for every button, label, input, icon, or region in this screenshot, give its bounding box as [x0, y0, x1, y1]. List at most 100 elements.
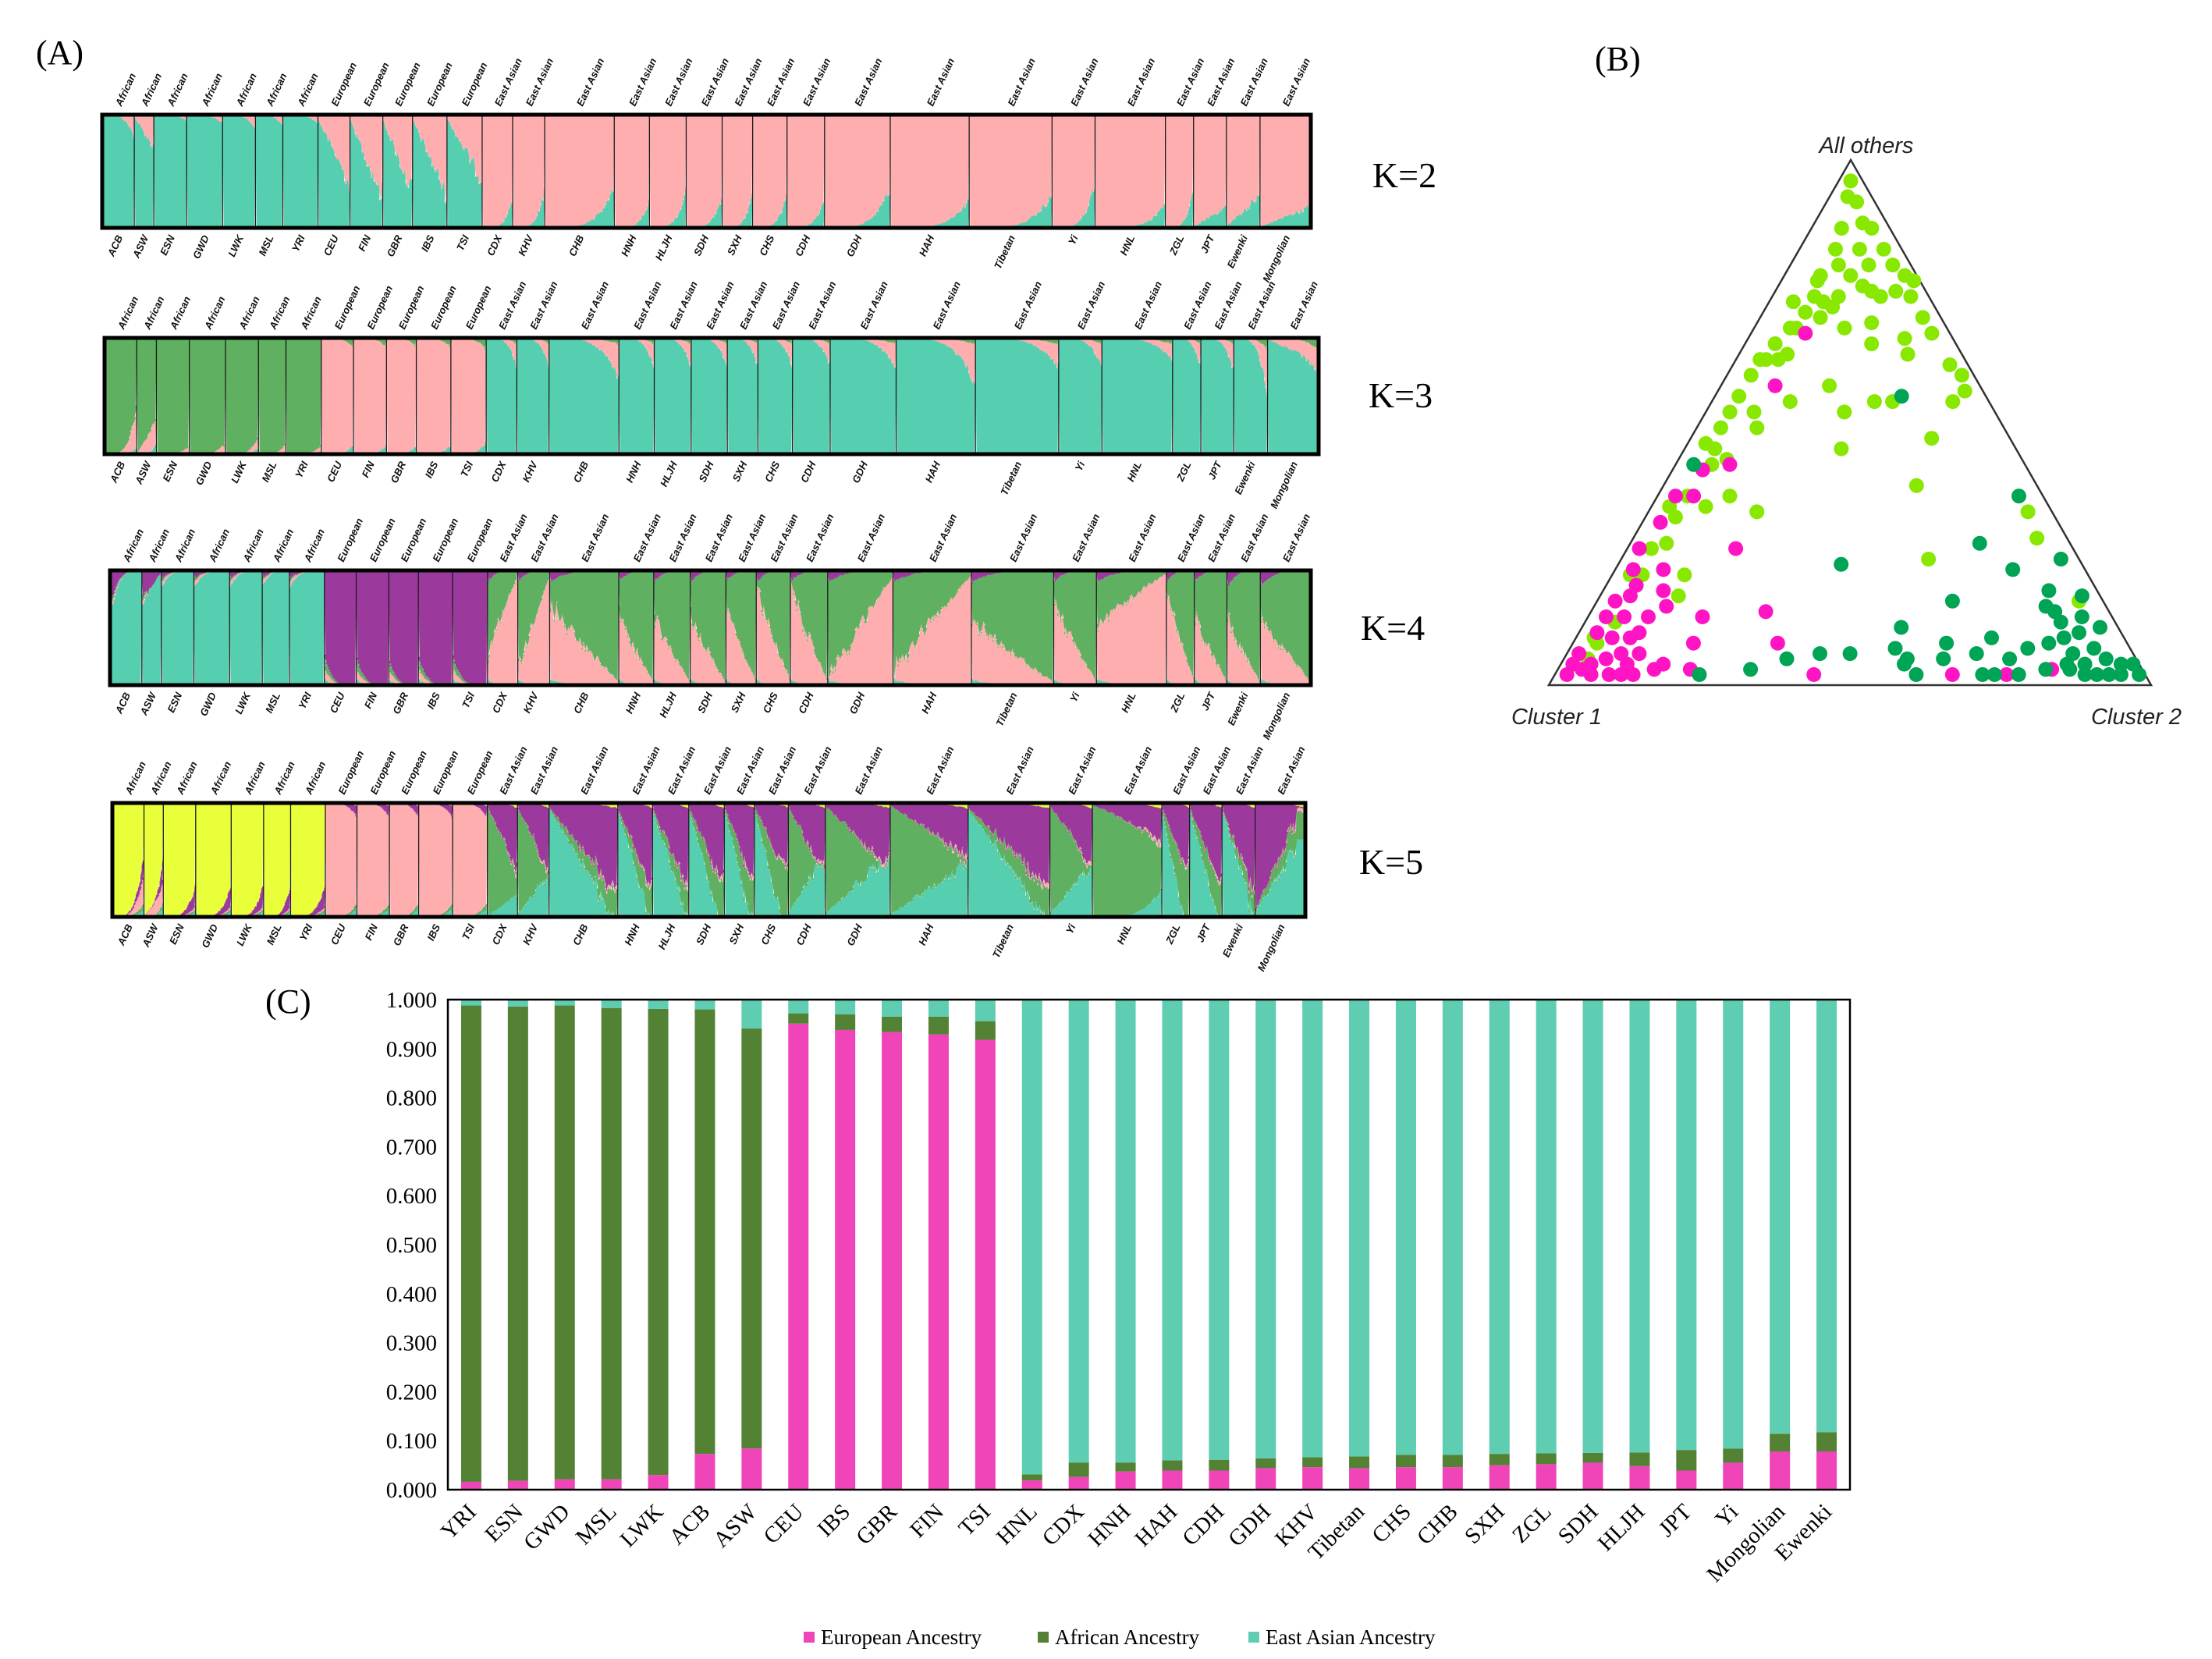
super-population-label: African	[112, 71, 138, 108]
cluster-2-membership	[1095, 114, 1166, 229]
cluster-1-membership	[289, 570, 325, 686]
bar-CEU	[788, 1000, 809, 1490]
ternary-point	[2047, 604, 2063, 620]
population-label: IBS	[424, 922, 442, 943]
population-label: GWD	[199, 922, 220, 950]
ternary-point	[1957, 383, 1972, 399]
ternary-point	[1828, 241, 1843, 257]
ternary-point	[1686, 456, 1702, 472]
bar-Ewenki	[1816, 1000, 1837, 1490]
x-tick-label: Yi	[1710, 1499, 1743, 1532]
ternary-triangle	[1546, 158, 2153, 687]
x-tick-label: YRI	[436, 1499, 481, 1544]
cluster-3-membership	[286, 337, 322, 455]
ternary-point	[1894, 389, 1909, 404]
cluster-2-membership	[1259, 114, 1312, 227]
ternary-point	[1843, 268, 1859, 283]
bar-Yi	[1723, 1000, 1744, 1490]
ternary-point	[1619, 656, 1635, 672]
ternary-point	[1852, 241, 1867, 257]
bar-segment-european-ancestry	[1115, 1471, 1136, 1490]
super-population-label: African	[115, 294, 140, 332]
bar-segment-east-asian-ancestry	[1723, 1000, 1744, 1449]
population-block-SDH	[686, 114, 723, 229]
ternary-point	[1866, 394, 1882, 410]
bar-segment-african-ancestry	[507, 1006, 528, 1481]
population-block-GDH	[825, 802, 891, 918]
ternary-point	[1945, 394, 1961, 410]
population-label: MSL	[263, 691, 282, 715]
population-block-Yi	[1049, 802, 1093, 918]
population-block-JPT	[1193, 114, 1227, 229]
y-tick-label: 0.000	[386, 1478, 437, 1503]
population-label: YRI	[297, 922, 315, 943]
ternary-point	[1599, 609, 1614, 624]
bar-SXH	[1489, 1000, 1510, 1490]
cluster-1-membership	[222, 114, 256, 229]
bar-segment-european-ancestry	[1489, 1465, 1510, 1490]
bar-GWD	[554, 1000, 575, 1490]
legend-item: European Ancestry	[804, 1625, 982, 1649]
bar-segment-european-ancestry	[1068, 1476, 1089, 1490]
population-label: HNH	[619, 233, 639, 258]
super-population-label: East Asian	[631, 279, 664, 331]
population-label: CHS	[761, 691, 780, 716]
super-population-label: European	[399, 749, 429, 797]
ternary-point	[1834, 441, 1849, 456]
ternary-point	[1731, 389, 1747, 404]
bar-segment-east-asian-ancestry	[1349, 1000, 1370, 1457]
population-label: GDH	[844, 233, 865, 258]
super-population-label: East Asian	[736, 512, 769, 563]
super-population-label: African	[202, 294, 228, 332]
population-block-ZGL	[1172, 337, 1202, 455]
ternary-point	[2056, 630, 2072, 645]
ternary-point	[1722, 404, 1738, 420]
ternary-point	[1667, 510, 1683, 525]
bar-segment-african-ancestry	[1582, 1452, 1603, 1463]
ternary-point	[2041, 635, 2057, 651]
ternary-plot: All others Cluster 1 Cluster 2	[1511, 133, 2182, 730]
population-block-JPT	[1194, 570, 1227, 686]
x-tick-label: JPT	[1654, 1499, 1697, 1542]
population-block-YRI	[282, 114, 318, 229]
ternary-point	[1692, 667, 1707, 682]
super-population-label: East Asian	[1280, 56, 1313, 108]
ternary-group-3	[1686, 389, 2147, 682]
population-block-MSL	[258, 337, 286, 455]
bar-segment-east-asian-ancestry	[1068, 1000, 1089, 1463]
y-tick-label: 0.500	[386, 1233, 437, 1258]
super-population-label: East Asian	[492, 56, 525, 108]
population-block-GDH	[827, 570, 893, 686]
population-block-ACB	[112, 802, 145, 918]
ternary-point	[1707, 441, 1723, 456]
ternary-point	[2101, 667, 2117, 682]
population-label: SDH	[695, 690, 715, 715]
vertex-label-left: Cluster 1	[1511, 705, 1602, 730]
population-label: IBS	[423, 460, 441, 480]
bar-segment-african-ancestry	[648, 1008, 669, 1476]
bar-segment-african-ancestry	[1021, 1474, 1042, 1481]
super-population-label: African	[141, 294, 167, 332]
ternary-point	[1873, 289, 1888, 304]
ternary-point	[2098, 651, 2114, 666]
bar-segment-african-ancestry	[1770, 1433, 1791, 1452]
structure-plot-frame	[108, 568, 1313, 687]
ternary-point	[1855, 215, 1870, 231]
super-population-label: East Asian	[666, 512, 699, 563]
bar-segment-african-ancestry	[788, 1013, 809, 1024]
population-label: ESN	[158, 233, 177, 257]
population-label: HAH	[916, 922, 936, 947]
bar-segment-east-asian-ancestry	[1770, 1000, 1791, 1434]
super-population-label: East Asian	[853, 744, 886, 796]
population-block-LWK	[231, 802, 265, 918]
population-label: Tibetan	[990, 922, 1016, 960]
population-block-JPT	[1189, 802, 1223, 918]
super-population-label: East Asian	[1238, 512, 1271, 563]
super-population-label: European	[428, 284, 459, 332]
bar-segment-european-ancestry	[741, 1448, 762, 1490]
x-tick-label: GDH	[1223, 1499, 1276, 1551]
population-block-ZGL	[1165, 114, 1195, 229]
ternary-point	[1625, 562, 1641, 577]
population-block-TSI	[452, 802, 488, 918]
